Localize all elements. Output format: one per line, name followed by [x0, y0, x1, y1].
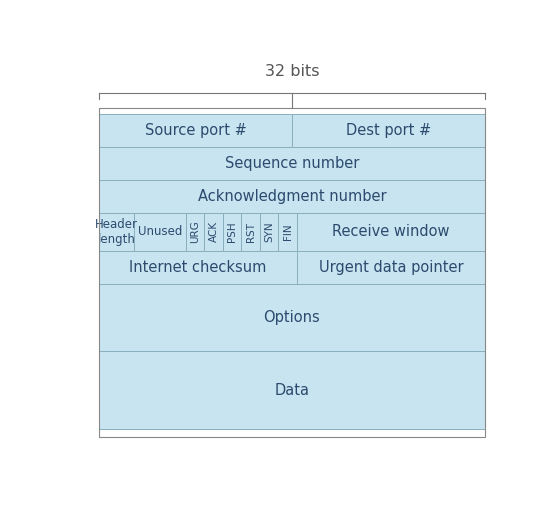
Text: Receive window: Receive window [332, 224, 450, 239]
Bar [297, 213, 485, 250]
Bar [279, 213, 297, 250]
Bar [99, 108, 485, 437]
Text: Dest port #: Dest port # [346, 123, 431, 138]
Bar [99, 147, 485, 180]
Bar [99, 284, 485, 351]
Text: Internet checksum: Internet checksum [129, 260, 267, 275]
Bar [260, 213, 279, 250]
Bar [99, 351, 485, 429]
Bar [99, 180, 485, 213]
Text: SYN: SYN [264, 221, 274, 242]
Text: 32 bits: 32 bits [265, 64, 319, 79]
Bar [292, 114, 485, 147]
Text: FIN: FIN [283, 223, 293, 240]
Bar [297, 250, 485, 284]
Bar [242, 213, 260, 250]
Text: Header
length: Header length [95, 218, 138, 246]
Bar [223, 213, 242, 250]
Text: Data: Data [274, 383, 310, 398]
Bar [134, 213, 186, 250]
Text: Unused: Unused [138, 225, 182, 238]
Text: RST: RST [246, 222, 255, 242]
Text: ACK: ACK [208, 221, 218, 242]
Text: Acknowledgment number: Acknowledgment number [197, 189, 387, 204]
Text: Options: Options [264, 310, 320, 325]
Bar [99, 114, 292, 147]
Text: URG: URG [190, 220, 200, 243]
Bar [99, 213, 134, 250]
Text: Sequence number: Sequence number [225, 156, 359, 171]
Bar [99, 250, 297, 284]
Text: PSH: PSH [227, 221, 237, 242]
Text: Source port #: Source port # [145, 123, 247, 138]
Bar [205, 213, 223, 250]
Bar [186, 213, 205, 250]
Text: Urgent data pointer: Urgent data pointer [319, 260, 463, 275]
